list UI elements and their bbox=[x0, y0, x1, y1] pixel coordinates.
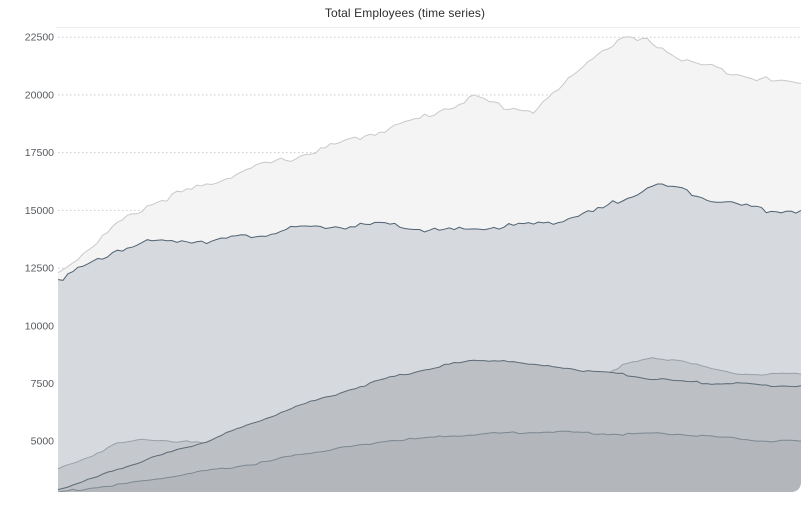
series-line-2 bbox=[58, 183, 801, 281]
y-tick-label: 7500 bbox=[31, 378, 55, 390]
y-tick-label: 5000 bbox=[31, 436, 55, 448]
area-series bbox=[58, 36, 801, 492]
title-divider bbox=[56, 27, 800, 28]
series-line-4 bbox=[58, 359, 801, 491]
series-line-1 bbox=[58, 36, 801, 274]
y-tick-label: 17500 bbox=[25, 147, 54, 159]
y-tick-label: 15000 bbox=[25, 205, 54, 217]
series-area-5 bbox=[58, 431, 801, 492]
y-tick-label: 22500 bbox=[25, 32, 54, 44]
chart-title: Total Employees (time series) bbox=[324, 6, 486, 20]
series-line-5 bbox=[58, 430, 801, 492]
y-axis-ticks: 5000 7500 10000 12500 15000 17500 20000 22500 bbox=[25, 32, 54, 448]
y-tick-label: 10000 bbox=[25, 320, 54, 332]
y-tick-label: 20000 bbox=[25, 89, 54, 101]
y-tick-label: 12500 bbox=[25, 263, 54, 275]
